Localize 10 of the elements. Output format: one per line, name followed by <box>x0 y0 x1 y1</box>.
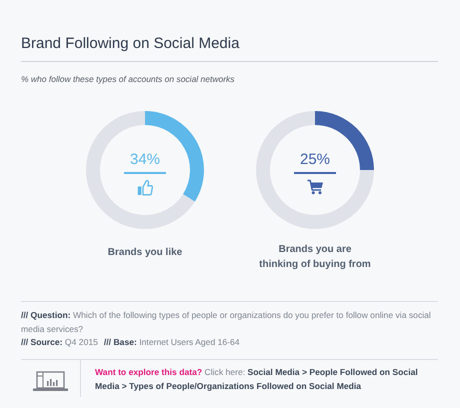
text: /// Source: Q4 2015 <box>21 336 98 349</box>
text: /// Question: Which of the following types of people or organizations do you prefer to follow online via social media services? <box>21 309 432 336</box>
data-label: 34% <box>130 151 160 168</box>
text: Brand Following on Social Media <box>21 35 438 62</box>
text: % who follow these types of accounts on social networks <box>21 74 236 84</box>
text: Brands you are thinking of buying from <box>258 243 372 272</box>
data-label: 25% <box>300 151 330 168</box>
text: Want to explore this data? Click here: Social Media > People Followed on Social Media > Types of People/Organizations Followed on Social Media <box>80 360 438 397</box>
text: /// Base: Internet Users Aged 16-64 <box>104 336 240 349</box>
text: Brands you like <box>108 246 182 260</box>
